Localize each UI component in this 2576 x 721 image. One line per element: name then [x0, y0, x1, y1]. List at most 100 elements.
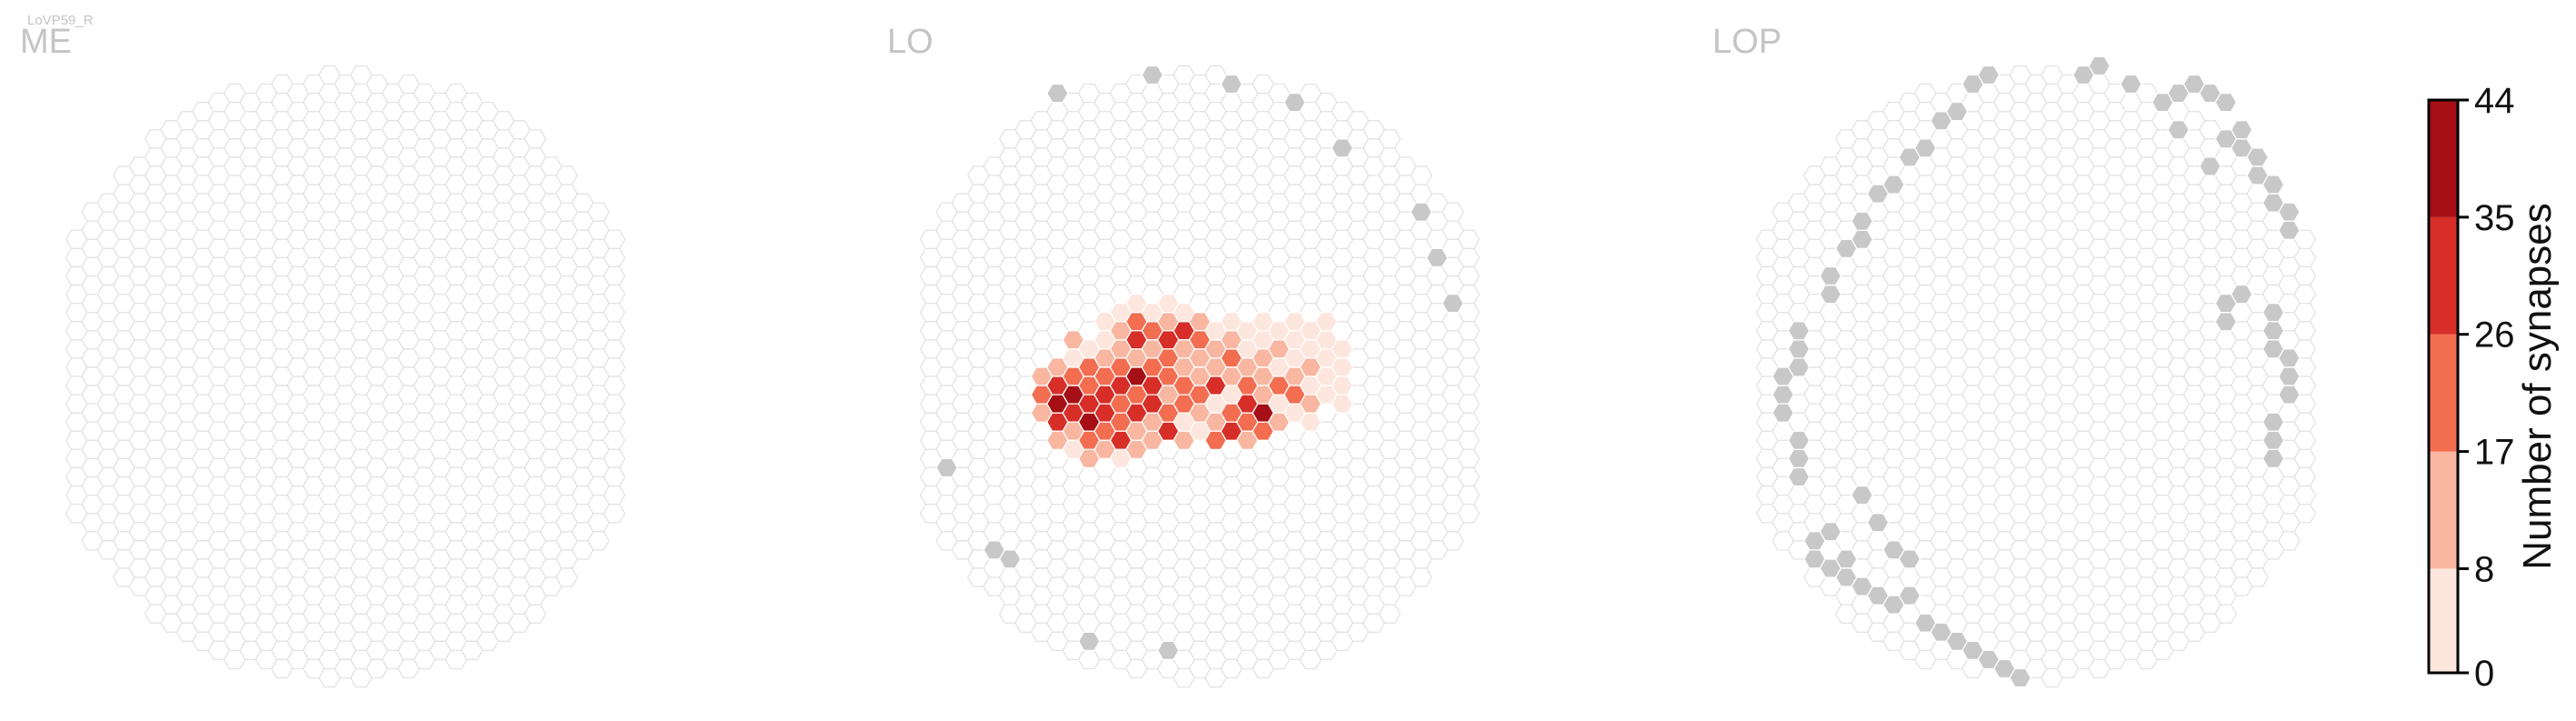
colorbar-segment — [2429, 216, 2458, 335]
hex-cell-outside — [2214, 293, 2238, 314]
hex-cell — [2293, 485, 2317, 506]
hex-cell-outside — [2214, 92, 2238, 113]
cell-type-label: LoVP59_R — [27, 13, 94, 28]
hexmap-panel-me: ME — [20, 23, 626, 688]
hex-cell-outside — [1945, 101, 1969, 122]
hex-cell — [555, 165, 578, 185]
hex-cell-outside — [2261, 321, 2285, 341]
hex-cell-outside — [1898, 586, 1922, 606]
hex-cell-outside — [1882, 175, 1905, 195]
hex-cell — [524, 129, 547, 149]
hex-cell — [1457, 229, 1481, 250]
hexmap-panel-lop: LOP — [1712, 23, 2317, 688]
hex-cell — [555, 567, 578, 587]
hex-cell-outside — [2278, 385, 2301, 405]
hex-cell — [2293, 321, 2317, 341]
hex-cell-outside — [1819, 265, 1842, 286]
hex-cell-outside — [2009, 667, 2032, 688]
hex-cell — [603, 412, 626, 432]
hex-cell — [603, 339, 626, 359]
hex-cell-outside — [1787, 339, 1811, 359]
hex-cell — [2293, 448, 2317, 469]
colorbar: 0 8 17 26 35 44 Number of synapses — [2427, 81, 2560, 694]
hex-cell — [2246, 567, 2269, 587]
hex-cell-outside — [1787, 430, 1811, 451]
hex-cell-outside — [1913, 138, 1937, 158]
hex-cell — [2293, 466, 2317, 487]
panel-label: LOP — [1712, 23, 1782, 61]
colorbar-segment — [2429, 100, 2458, 217]
hex-cell-synapses — [1299, 412, 1323, 432]
hex-cell — [603, 284, 626, 305]
hexmap-panel-lo: LO — [887, 23, 1481, 688]
hex-cell-outside — [1834, 549, 1858, 569]
panel-label: LO — [887, 23, 934, 61]
hex-cell — [603, 302, 626, 323]
colorbar-tick-label: 8 — [2474, 549, 2494, 589]
hex-cell-outside — [2278, 202, 2301, 222]
hex-cell — [603, 394, 626, 414]
hex-cell — [603, 448, 626, 469]
colorbar-tick-label: 0 — [2474, 654, 2494, 694]
hex-cell-outside — [1425, 247, 1449, 268]
hex-cell — [603, 247, 626, 268]
colorbar-segment — [2429, 334, 2458, 452]
colorbar-segment — [2429, 451, 2458, 569]
hex-cell — [1410, 165, 1433, 185]
hex-cell-outside — [1787, 357, 1811, 377]
hex-cell-outside — [2278, 348, 2301, 368]
colorbar-tick-label: 17 — [2474, 433, 2515, 473]
hex-cell — [603, 503, 626, 524]
hex-cell — [1410, 567, 1433, 587]
hex-cell — [1457, 412, 1481, 432]
hex-cell — [603, 229, 626, 250]
hex-cell — [1457, 376, 1481, 396]
colorbar-segment — [2429, 568, 2458, 673]
hex-cell-outside — [1787, 466, 1811, 487]
colorbar-tick-label: 26 — [2474, 315, 2515, 355]
hex-cell — [1457, 466, 1481, 487]
hex-cell-outside — [2167, 120, 2190, 140]
hex-cell — [603, 376, 626, 396]
hex-cell-outside — [1046, 83, 1069, 104]
hex-cell — [603, 466, 626, 487]
hex-cell-outside — [2088, 55, 2111, 76]
hex-cell — [2278, 531, 2301, 551]
hex-cell-synapses — [1331, 339, 1353, 359]
hex-cell — [2293, 284, 2317, 305]
hex-cell-outside — [1898, 549, 1922, 569]
colorbar-tick-label: 44 — [2474, 81, 2515, 121]
hex-cell — [1457, 247, 1481, 268]
hex-cell-synapses — [1331, 357, 1353, 377]
hex-cell-outside — [1283, 92, 1306, 113]
hex-cell — [1442, 202, 1464, 222]
hex-cell-outside — [1331, 138, 1353, 158]
hex-cell-outside — [1787, 448, 1811, 469]
hex-cell-outside — [2246, 147, 2269, 167]
hex-cell-outside — [2278, 220, 2301, 240]
hex-cell-outside — [1772, 385, 1794, 405]
hex-cell — [603, 485, 626, 506]
colorbar-tick-label: 35 — [2474, 198, 2515, 238]
hex-cell — [2214, 604, 2238, 624]
hex-cell — [1442, 531, 1464, 551]
hex-cell-outside — [1442, 293, 1464, 314]
hex-cell-outside — [935, 457, 958, 478]
hex-cell-outside — [2214, 312, 2238, 332]
hex-cell-outside — [1851, 229, 1873, 250]
hex-cell — [587, 202, 610, 222]
hex-cell-outside — [2261, 430, 2285, 451]
hex-cell — [524, 604, 547, 624]
hex-cell-outside — [2199, 156, 2222, 176]
hex-cell-outside — [1410, 202, 1433, 222]
hex-cell — [2293, 265, 2317, 286]
hex-cell — [1457, 321, 1481, 341]
hex-cell — [2293, 430, 2317, 451]
hex-cell-outside — [1819, 284, 1842, 305]
hex-cell-outside — [1141, 65, 1164, 85]
hex-cell-synapses — [1331, 394, 1353, 414]
hex-cell — [1457, 448, 1481, 469]
hex-cell-synapses — [1331, 376, 1353, 396]
hex-cell-outside — [2261, 412, 2285, 432]
